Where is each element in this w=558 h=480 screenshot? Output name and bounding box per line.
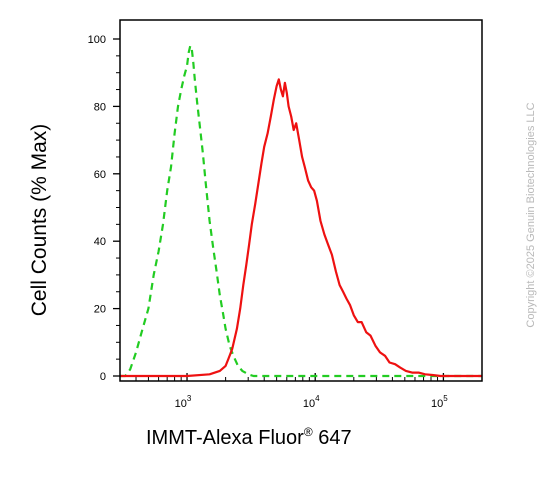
x-axis-title-sup: ® [304, 425, 313, 439]
series-line-1 [120, 44, 482, 378]
y-tick-label: 0 [100, 371, 106, 383]
y-tick-label: 60 [94, 169, 106, 181]
series-line-2 [120, 78, 482, 378]
x-axis-title-tail: 647 [313, 427, 352, 449]
copyright-watermark: Copyright ©2025 Genuin Biotechnologies L… [525, 102, 537, 327]
plot-frame [119, 19, 483, 382]
x-axis: 103 104 105 [119, 373, 483, 410]
x-tick-label: 105 [431, 394, 448, 410]
y-axis: 0 20 40 60 80 100 [88, 34, 120, 383]
series-lines [120, 44, 482, 378]
x-axis-title: IMMT-Alexa Fluor® 647 [146, 425, 352, 449]
x-axis-title-main: IMMT-Alexa Fluor [146, 427, 304, 449]
y-tick-label: 80 [94, 101, 106, 113]
y-tick-label: 40 [94, 236, 106, 248]
x-tick-label: 104 [303, 394, 320, 410]
y-tick-label: 20 [94, 304, 106, 316]
y-axis-title: Cell Counts (% Max) [28, 124, 51, 317]
x-tick-label: 103 [175, 394, 192, 410]
y-tick-label: 100 [88, 34, 106, 46]
